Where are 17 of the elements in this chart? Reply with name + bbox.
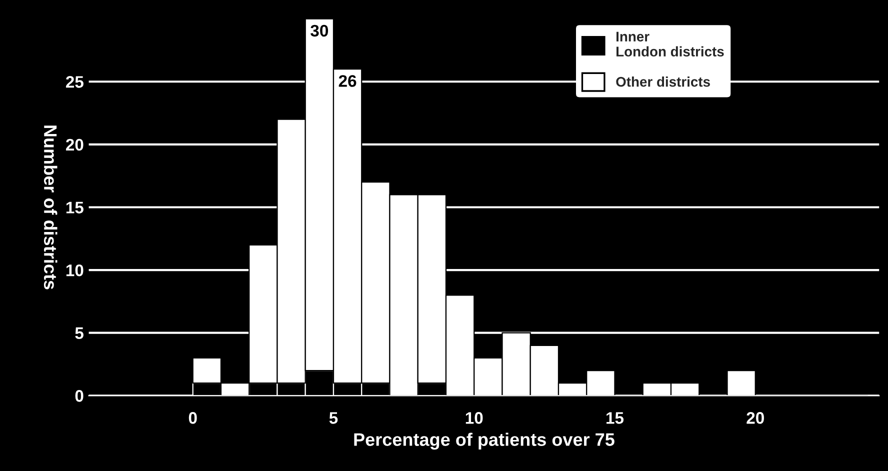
x-axis-title: Percentage of patients over 75 xyxy=(354,432,614,450)
y-tick-label: 25 xyxy=(66,76,84,88)
annotation: 26 xyxy=(338,75,356,87)
x-tick-label: 15 xyxy=(606,412,624,424)
y-tick-label: 10 xyxy=(66,264,84,276)
annotation: 30 xyxy=(310,24,328,37)
y-tick-label: 15 xyxy=(66,202,84,214)
legend-label: Inner London districts xyxy=(616,32,724,56)
y-tick-label: 20 xyxy=(66,138,84,151)
y-axis-title: Number of districts xyxy=(44,126,58,290)
x-tick-label: 20 xyxy=(746,412,764,424)
y-tick-label: 0 xyxy=(75,390,84,402)
x-tick-label: 0 xyxy=(188,412,197,424)
x-tick-label: 10 xyxy=(466,412,483,424)
legend-label: Other districts xyxy=(616,76,710,87)
y-tick-label: 5 xyxy=(75,327,84,340)
x-tick-label: 5 xyxy=(329,412,338,424)
